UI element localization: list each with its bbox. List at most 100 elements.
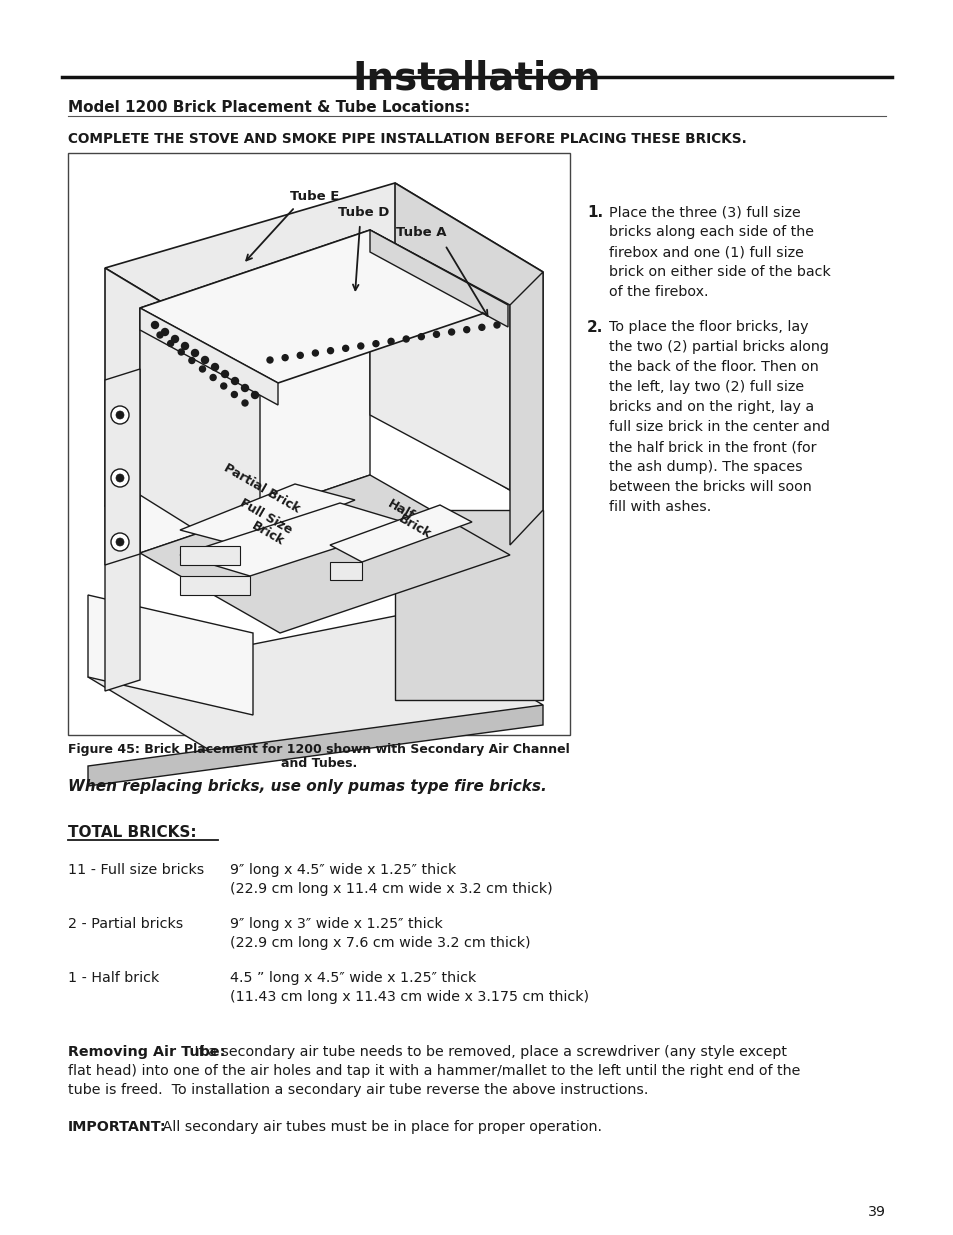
Circle shape — [403, 336, 409, 342]
Text: 4.5 ” long x 4.5″ wide x 1.25″ thick: 4.5 ” long x 4.5″ wide x 1.25″ thick — [230, 971, 476, 986]
Bar — [68, 153, 569, 735]
Polygon shape — [140, 475, 510, 634]
Circle shape — [327, 348, 334, 353]
Circle shape — [252, 391, 258, 399]
Text: flat head) into one of the air holes and tap it with a hammer/mallet to the left: flat head) into one of the air holes and… — [68, 1065, 800, 1078]
Polygon shape — [510, 272, 542, 545]
Polygon shape — [105, 495, 140, 692]
Circle shape — [172, 336, 178, 342]
Polygon shape — [105, 183, 542, 357]
Text: 9″ long x 3″ wide x 1.25″ thick: 9″ long x 3″ wide x 1.25″ thick — [230, 918, 442, 931]
Text: Model 1200 Brick Placement & Tube Locations:: Model 1200 Brick Placement & Tube Locati… — [68, 100, 470, 115]
Circle shape — [342, 346, 348, 351]
Text: 9″ long x 4.5″ wide x 1.25″ thick: 9″ long x 4.5″ wide x 1.25″ thick — [230, 863, 456, 877]
Circle shape — [232, 391, 237, 398]
Circle shape — [199, 366, 205, 372]
Text: When replacing bricks, use only pumas type fire bricks.: When replacing bricks, use only pumas ty… — [68, 779, 546, 794]
Circle shape — [161, 329, 169, 336]
Circle shape — [232, 378, 238, 384]
Circle shape — [267, 357, 273, 363]
Circle shape — [241, 384, 248, 391]
Circle shape — [178, 350, 184, 354]
Text: COMPLETE THE STOVE AND SMOKE PIPE INSTALLATION BEFORE PLACING THESE BRICKS.: COMPLETE THE STOVE AND SMOKE PIPE INSTAL… — [68, 132, 746, 146]
Text: (11.43 cm long x 11.43 cm wide x 3.175 cm thick): (11.43 cm long x 11.43 cm wide x 3.175 c… — [230, 990, 589, 1004]
Circle shape — [111, 406, 129, 424]
Polygon shape — [370, 230, 507, 327]
Text: tube is freed.  To installation a secondary air tube reverse the above instructi: tube is freed. To installation a seconda… — [68, 1083, 648, 1097]
Polygon shape — [140, 308, 260, 571]
Polygon shape — [105, 268, 253, 595]
Circle shape — [212, 363, 218, 370]
Circle shape — [297, 352, 303, 358]
Circle shape — [111, 534, 129, 551]
Polygon shape — [330, 505, 472, 562]
Circle shape — [152, 321, 158, 329]
Circle shape — [168, 341, 173, 347]
Polygon shape — [140, 230, 370, 553]
Text: Removing Air Tube:: Removing Air Tube: — [68, 1045, 225, 1058]
Polygon shape — [180, 546, 240, 564]
Polygon shape — [180, 484, 355, 546]
Polygon shape — [105, 369, 140, 564]
Text: To place the floor bricks, lay
the two (2) partial bricks along
the back of the : To place the floor bricks, lay the two (… — [608, 320, 829, 515]
Text: Half: Half — [385, 498, 416, 522]
Text: (22.9 cm long x 11.4 cm wide x 3.2 cm thick): (22.9 cm long x 11.4 cm wide x 3.2 cm th… — [230, 882, 552, 897]
Text: 1 - Half brick: 1 - Half brick — [68, 971, 159, 986]
Circle shape — [181, 342, 189, 350]
Text: All secondary air tubes must be in place for proper operation.: All secondary air tubes must be in place… — [158, 1120, 601, 1134]
Text: Installation: Installation — [353, 61, 600, 98]
Circle shape — [116, 411, 124, 419]
Polygon shape — [88, 616, 542, 766]
Circle shape — [463, 327, 469, 332]
Circle shape — [448, 329, 455, 335]
Polygon shape — [395, 183, 542, 510]
Text: Place the three (3) full size
bricks along each side of the
firebox and one (1) : Place the three (3) full size bricks alo… — [608, 205, 830, 299]
Circle shape — [478, 325, 484, 330]
Circle shape — [418, 333, 424, 340]
Circle shape — [116, 474, 124, 482]
Circle shape — [220, 383, 227, 389]
Text: Tube E: Tube E — [290, 189, 339, 203]
Text: Figure 45: Brick Placement for 1200 shown with Secondary Air Channel: Figure 45: Brick Placement for 1200 show… — [68, 743, 569, 756]
Text: Brick: Brick — [395, 513, 433, 541]
Circle shape — [242, 400, 248, 406]
Circle shape — [373, 341, 378, 347]
Text: Tube D: Tube D — [337, 206, 389, 220]
Circle shape — [189, 357, 194, 363]
Polygon shape — [395, 510, 542, 700]
Text: 1.: 1. — [586, 205, 602, 220]
Circle shape — [192, 350, 198, 357]
Text: Partial Brick: Partial Brick — [222, 461, 302, 515]
Text: 2.: 2. — [586, 320, 602, 335]
Text: IMPORTANT:: IMPORTANT: — [68, 1120, 167, 1134]
Polygon shape — [180, 503, 410, 576]
Text: (22.9 cm long x 7.6 cm wide 3.2 cm thick): (22.9 cm long x 7.6 cm wide 3.2 cm thick… — [230, 936, 530, 950]
Circle shape — [221, 370, 229, 378]
Circle shape — [210, 374, 216, 380]
Polygon shape — [330, 562, 361, 580]
Polygon shape — [180, 576, 250, 595]
Polygon shape — [88, 705, 542, 785]
Circle shape — [116, 538, 124, 546]
Text: 2 - Partial bricks: 2 - Partial bricks — [68, 918, 183, 931]
Text: Full Size: Full Size — [237, 496, 294, 537]
Circle shape — [494, 322, 499, 329]
Circle shape — [312, 350, 318, 356]
Polygon shape — [88, 595, 253, 715]
Text: Brick: Brick — [249, 520, 286, 548]
Circle shape — [111, 469, 129, 487]
Circle shape — [201, 357, 209, 363]
Circle shape — [357, 343, 363, 350]
Circle shape — [388, 338, 394, 345]
Text: and Tubes.: and Tubes. — [280, 757, 356, 769]
Polygon shape — [140, 230, 507, 383]
Text: 39: 39 — [867, 1205, 885, 1219]
Circle shape — [157, 332, 163, 338]
Polygon shape — [370, 230, 510, 490]
Polygon shape — [140, 308, 277, 405]
Text: Tube A: Tube A — [395, 226, 446, 238]
Text: TOTAL BRICKS:: TOTAL BRICKS: — [68, 825, 196, 840]
Text: If a secondary air tube needs to be removed, place a screwdriver (any style exce: If a secondary air tube needs to be remo… — [190, 1045, 786, 1058]
Text: 11 - Full size bricks: 11 - Full size bricks — [68, 863, 204, 877]
Circle shape — [433, 331, 439, 337]
